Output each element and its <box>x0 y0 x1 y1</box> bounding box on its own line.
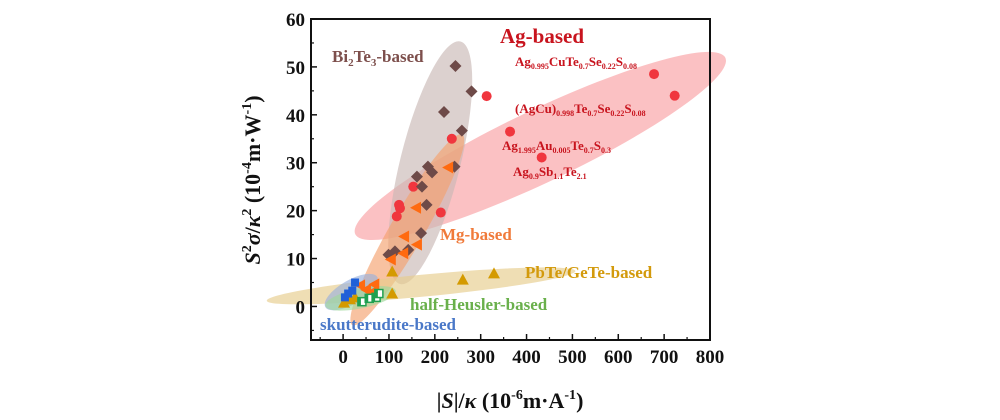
x-tick-label: 800 <box>696 347 725 368</box>
y-tick-label: 50 <box>286 58 305 79</box>
point-pbte-gete-based <box>456 273 469 285</box>
x-tick-label: 400 <box>512 347 541 368</box>
point-skutterudite-based <box>351 278 360 287</box>
y-tick-label: 30 <box>286 154 305 175</box>
point-bi2te3-based <box>415 180 428 193</box>
y-axis-title-group: S2σ/κ2 (10-4m·W-1) <box>240 95 265 264</box>
y-tick-label: 60 <box>286 10 305 31</box>
point-skutterudite-based <box>348 286 357 295</box>
point-bi2te3-based <box>415 227 428 240</box>
point-mg-based <box>384 253 396 266</box>
point-ag-based <box>391 211 402 222</box>
point-pbte-gete-based <box>386 287 399 299</box>
y-tick-label: 10 <box>286 250 305 271</box>
point-mg-based <box>397 247 409 260</box>
annotation-label: (AgCu)0.998Te0.7Se0.22S0.08 <box>515 101 646 118</box>
label-pbte-gete-based: PbTe/GeTe-based <box>525 263 653 282</box>
y-tick-label: 20 <box>286 202 305 223</box>
point-half-heusler-based <box>374 288 384 299</box>
point-ag-based <box>669 90 680 101</box>
point-annotations: Ag0.995CuTe0.7Se0.22S0.08 (AgCu)0.998Te0.… <box>502 54 646 181</box>
point-mg-based <box>398 230 410 243</box>
axis-ticks: 0 100 200 300 400 500 600 700 800 0 10 20 30 40 50 60 <box>286 10 724 368</box>
x-tick-label: 0 <box>338 347 348 368</box>
y-axis-title: S2σ/κ2 (10-4m·W-1) <box>240 95 265 264</box>
point-pbte-gete-based <box>386 265 399 277</box>
marker-fill <box>365 294 369 303</box>
point-ag-based <box>649 69 660 80</box>
point-ag-based <box>408 181 419 192</box>
label-half-heusler-based: half-Heusler-based <box>410 295 548 314</box>
label-bi2te3-based: Bi2Te3-based <box>332 47 424 69</box>
point-mg-based <box>410 238 422 251</box>
label-skutterudite-based: skutterudite-based <box>320 315 457 334</box>
point-bi2te3-based <box>465 85 478 98</box>
x-tick-label: 700 <box>650 347 679 368</box>
data-points <box>338 59 680 308</box>
point-ag-based <box>394 203 405 214</box>
x-tick-label: 600 <box>604 347 633 368</box>
marker-fill <box>372 293 376 302</box>
point-mg-based <box>368 278 380 291</box>
point-ag-based <box>481 91 492 102</box>
point-bi2te3-based <box>420 198 433 211</box>
point-bi2te3-based <box>455 124 468 137</box>
plot-border <box>310 18 711 341</box>
point-bi2te3-based <box>410 170 423 183</box>
annotation-label: Ag0.995CuTe0.7Se0.22S0.08 <box>515 54 637 71</box>
region-mg-based <box>350 134 465 326</box>
point-ag-based <box>446 133 457 144</box>
point-mg-based <box>442 161 454 174</box>
annotation-label: Ag1.995Au0.005Te0.7S0.3 <box>502 138 611 155</box>
x-tick-label: 500 <box>558 347 587 368</box>
annotation-label: Ag0.9Sb1.1Te2.1 <box>513 164 587 181</box>
point-bi2te3-based <box>438 105 450 118</box>
label-ag-based: Ag-based <box>500 24 584 48</box>
x-tick-label: 100 <box>375 347 404 368</box>
point-bi2te3-based <box>449 59 462 72</box>
point-mg-based <box>410 201 422 214</box>
label-mg-based: Mg-based <box>440 225 512 244</box>
x-axis-title: |S|/κ (10-6m·A-1) <box>437 388 584 413</box>
group-labels: Ag-based Bi2Te3-based Mg-based PbTe/GeTe-ba… <box>320 24 653 334</box>
y-tick-label: 40 <box>286 106 305 127</box>
point-ag-based <box>505 126 516 137</box>
marker-fill <box>357 297 361 306</box>
point-bi2te3-based <box>426 166 439 179</box>
point-pbte-gete-based <box>338 296 351 308</box>
x-tick-label: 200 <box>421 347 450 368</box>
y-tick-label: 0 <box>296 297 306 318</box>
point-skutterudite-based <box>344 289 353 298</box>
axis-titles: |S|/κ (10-6m·A-1) S2σ/κ2 (10-4m·W-1) <box>240 95 583 413</box>
group-regions <box>266 41 726 326</box>
point-pbte-gete-based <box>487 267 500 279</box>
point-ag-based <box>536 152 547 163</box>
point-mg-based <box>354 279 366 292</box>
x-tick-label: 300 <box>466 347 495 368</box>
plot-frame <box>310 18 711 341</box>
marker-fill <box>374 289 378 298</box>
point-ag-based <box>435 207 446 218</box>
